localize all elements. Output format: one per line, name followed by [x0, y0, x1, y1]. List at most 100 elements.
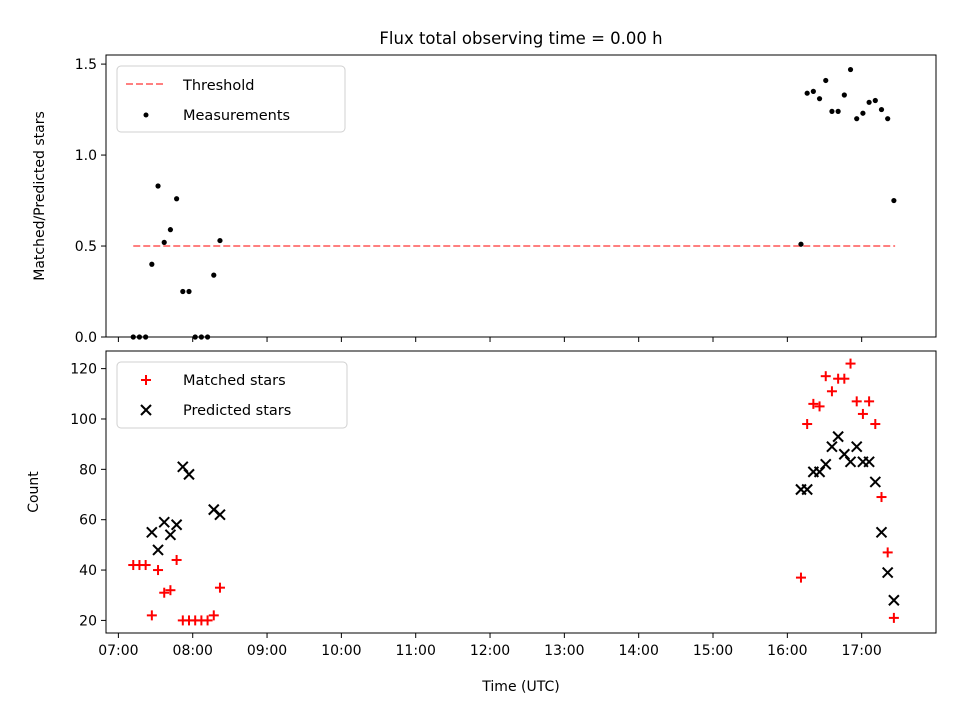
matched-star-point	[870, 419, 881, 430]
predicted-star-point	[152, 544, 164, 556]
matched-star-point	[153, 565, 164, 576]
legend-matched-swatch	[141, 375, 151, 385]
matched-star-point	[208, 610, 219, 621]
x-tick-label: 16:00	[767, 643, 807, 659]
top-plot-axes: 0.0 0.5 1.0 1.5	[75, 57, 863, 346]
top-plot-data	[130, 66, 897, 340]
bottom-plot-y-tick-label: 80	[79, 462, 97, 478]
legend-frame	[116, 65, 346, 133]
top-plot-legend: Threshold Measurements	[116, 65, 346, 133]
matched-star-point	[140, 560, 151, 571]
matched-star-point	[795, 572, 806, 583]
measurement-point	[885, 116, 891, 122]
matched-star-point	[826, 386, 837, 397]
bottom-plot-y-axis-label: Count	[26, 471, 42, 513]
predicted-star-point	[875, 526, 888, 538]
bottom-plot-frame	[105, 350, 937, 634]
matched-star-point	[159, 587, 170, 598]
measurement-point	[854, 116, 860, 122]
predicted-star-point	[881, 566, 894, 579]
x-tick-label: 13:00	[544, 643, 584, 659]
x-tick-label: 17:00	[841, 643, 881, 659]
matched-star-point	[864, 396, 875, 407]
bottom-plot-y-tick-label: 40	[79, 563, 97, 579]
bottom-plot-y-tick-label: 100	[70, 412, 97, 428]
measurement-point	[829, 108, 835, 114]
measurement-point	[155, 183, 161, 189]
measurement-point	[866, 99, 872, 105]
measurement-point	[810, 88, 816, 94]
x-tick-label: 11:00	[396, 643, 436, 659]
measurement-point	[211, 272, 217, 278]
predicted-star-point	[888, 594, 900, 606]
matched-star-point	[202, 615, 213, 626]
predicted-star-point	[851, 440, 863, 453]
measurement-point	[161, 239, 167, 245]
predicted-star-point	[863, 456, 875, 468]
predicted-star-point	[170, 519, 183, 531]
legend-predicted-swatch	[140, 404, 152, 416]
matched-star-point	[882, 547, 893, 558]
measurement-point	[186, 288, 192, 295]
measurement-point	[804, 90, 810, 96]
matched-star-point	[808, 398, 819, 409]
top-plot-y-tick-label: 0.0	[75, 330, 97, 346]
matched-star-point	[876, 492, 887, 503]
matched-star-point	[888, 612, 899, 623]
measurement-point	[180, 288, 186, 295]
top-plot-frame	[105, 54, 937, 338]
matched-star-point	[802, 419, 813, 430]
top-plot-y-tick-label: 1.0	[75, 148, 97, 164]
predicted-star-point	[164, 529, 177, 541]
legend-measurements-label: Measurements	[183, 108, 290, 124]
predicted-star-point	[820, 458, 832, 471]
chart-title: Flux total observing time = 0.00 h	[379, 29, 662, 48]
predicted-star-point	[183, 468, 195, 481]
measurement-point	[860, 110, 866, 116]
x-tick-label: 10:00	[321, 643, 361, 659]
matched-star-point	[814, 401, 825, 412]
x-axis-label: Time (UTC)	[481, 679, 559, 695]
x-tick-label: 09:00	[247, 643, 287, 659]
legend-x-marker	[140, 404, 152, 416]
predicted-star-point	[869, 476, 882, 488]
legend-threshold-label: Threshold	[182, 78, 254, 94]
matched-star-point	[839, 373, 850, 384]
matched-star-point	[820, 371, 831, 382]
legend-measurements-swatch	[143, 112, 149, 118]
measurement-point	[891, 197, 897, 204]
measurement-point	[872, 97, 878, 104]
matched-star-point	[845, 358, 856, 369]
measurement-point	[841, 92, 847, 98]
x-tick-label: 08:00	[173, 643, 213, 659]
predicted-star-point	[158, 516, 170, 528]
matched-star-point	[171, 554, 182, 565]
top-plot-y-tick-label: 1.5	[75, 57, 97, 73]
legend-predicted-label: Predicted stars	[183, 403, 291, 419]
measurement-point	[149, 261, 155, 267]
legend-frame	[116, 361, 348, 429]
measurement-point	[835, 108, 841, 114]
predicted-star-point	[214, 508, 226, 521]
measurement-point	[847, 66, 854, 73]
matched-star-point	[857, 408, 868, 419]
x-tick-label: 14:00	[619, 643, 659, 659]
bottom-plot-y-tick-label: 120	[70, 362, 97, 378]
bottom-plot-data	[128, 358, 900, 626]
measurement-point	[174, 196, 180, 202]
matched-star-point	[851, 396, 862, 407]
bottom-plot-axes: 20 40 60 80 100 120 07:00 08:00 09:00 10:00 11:00 1…	[70, 362, 882, 659]
bottom-plot-y-tick-label: 20	[79, 613, 97, 629]
measurement-point	[167, 227, 174, 233]
x-tick-label: 12:00	[470, 643, 510, 659]
legend-plus-marker	[141, 375, 151, 385]
predicted-star-point	[826, 440, 838, 453]
bottom-plot-legend: Matched stars Predicted stars	[116, 361, 348, 429]
legend-matched-label: Matched stars	[183, 373, 286, 389]
top-plot-y-tick-label: 0.5	[75, 239, 97, 255]
predicted-star-point	[844, 456, 857, 468]
predicted-star-point	[146, 526, 158, 538]
measurement-point	[816, 96, 823, 102]
matched-star-point	[165, 585, 176, 596]
